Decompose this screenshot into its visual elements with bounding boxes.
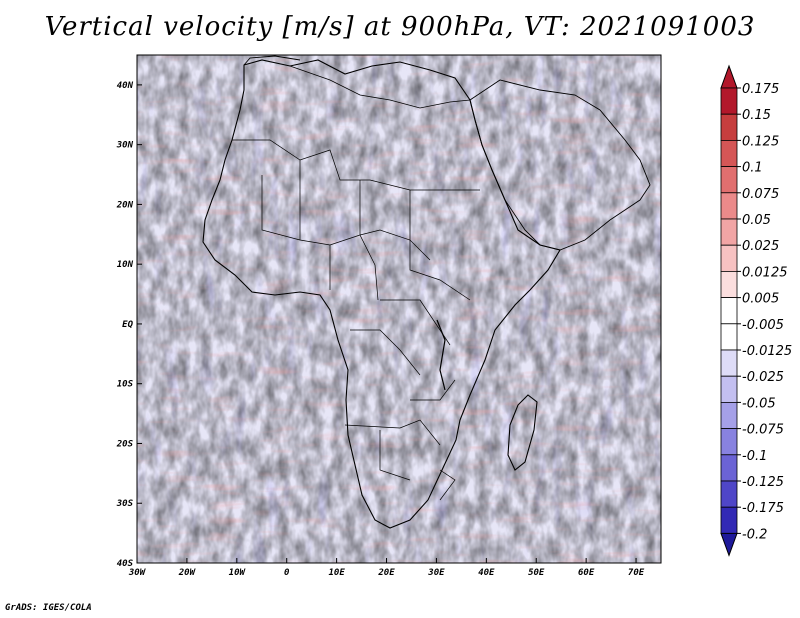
x-tick-label: 0 (284, 568, 290, 578)
colorbar-label: -0.0125 (742, 344, 792, 359)
colorbar-label: 0.175 (742, 82, 779, 97)
velocity-field (137, 55, 661, 563)
colorbar-swatch (720, 166, 738, 194)
y-axis: 40N 30N 20N 10N EQ 10S 20S 30S 40S (116, 81, 142, 569)
colorbar-swatch (720, 139, 738, 167)
plot-frame (136, 54, 662, 564)
colorbar-top-arrow (720, 64, 738, 89)
iberia-coastline (243, 55, 301, 66)
y-tick-label: 30N (116, 141, 134, 151)
colorbar-label: 0.0125 (742, 265, 788, 280)
x-tick-label: 30W (128, 568, 147, 578)
colorbar-label: -0.05 (742, 396, 776, 411)
colorbar-label: -0.005 (742, 318, 784, 333)
colorbar-swatch (720, 192, 738, 220)
colorbar-swatch (720, 454, 738, 482)
y-tick-label: 20S (116, 439, 134, 449)
colorbar-swatch (720, 323, 738, 351)
credit-label: GrADS: IGES/COLA (5, 603, 92, 613)
x-tick-label: 60E (578, 568, 595, 578)
y-tick-label: 20N (116, 200, 134, 210)
colorbar-label: 0.075 (742, 187, 779, 202)
x-tick-label: 40E (478, 568, 495, 578)
colorbar-label: 0.005 (742, 292, 779, 307)
colorbar-swatch (720, 401, 738, 429)
colorbar-label: -0.075 (742, 423, 784, 438)
x-tick-label: 50E (528, 568, 545, 578)
chart-title: Vertical velocity [m/s] at 900hPa, VT: 2… (44, 12, 756, 42)
country-borders (232, 139, 480, 501)
colorbar-label: -0.175 (742, 501, 784, 516)
x-tick-label: 10W (229, 568, 247, 578)
colorbar-swatch (720, 218, 738, 246)
colorbar-swatch (720, 87, 738, 115)
coastlines-and-borders (202, 55, 651, 529)
colorbar-label: 0.15 (742, 108, 771, 123)
y-tick-label: 30S (116, 499, 134, 509)
arabia-coastline (469, 79, 651, 251)
colorbar-swatch (720, 375, 738, 403)
colorbar-bottom-arrow (720, 532, 738, 557)
x-axis: 30W 20W 10W 0 10E 20E 30E 40E 50E 60E 70E (128, 558, 645, 578)
y-tick-label: 10S (117, 380, 134, 390)
x-tick-label: 70E (628, 568, 645, 578)
colorbar-swatch (720, 428, 738, 456)
x-tick-label: 30E (427, 568, 445, 578)
x-tick-label: 20W (178, 568, 197, 578)
y-tick-label: 10N (117, 260, 134, 270)
y-tick-label: 40N (117, 81, 134, 91)
colorbar-swatch (720, 506, 738, 534)
colorbar-label: 0.125 (742, 134, 779, 149)
madagascar-coastline (507, 394, 538, 471)
colorbar-swatch (720, 244, 738, 272)
colorbar-label: 0.025 (742, 239, 779, 254)
colorbar-label: -0.125 (742, 475, 784, 490)
y-tick-label: 40S (117, 559, 134, 569)
y-tick-label: EQ (122, 320, 133, 330)
africa-coastline (202, 59, 561, 529)
x-tick-label: 10E (328, 568, 345, 578)
colorbar-swatch (720, 113, 738, 141)
colorbar: 0.175 0.15 0.125 0.1 0.075 0.05 0.025 0.0125 0.0… (720, 64, 792, 557)
mediterranean-coast (289, 65, 471, 109)
colorbar-label: -0.025 (742, 370, 784, 385)
colorbar-swatch (720, 480, 738, 508)
colorbar-label: 0.1 (742, 161, 763, 176)
x-tick-label: 20E (377, 568, 395, 578)
colorbar-label: -0.2 (742, 527, 767, 542)
colorbar-swatch (720, 297, 738, 325)
colorbar-label: 0.05 (742, 213, 771, 228)
colorbar-label: -0.1 (742, 449, 767, 464)
colorbar-swatch (720, 349, 738, 377)
colorbar-swatch (720, 270, 738, 298)
